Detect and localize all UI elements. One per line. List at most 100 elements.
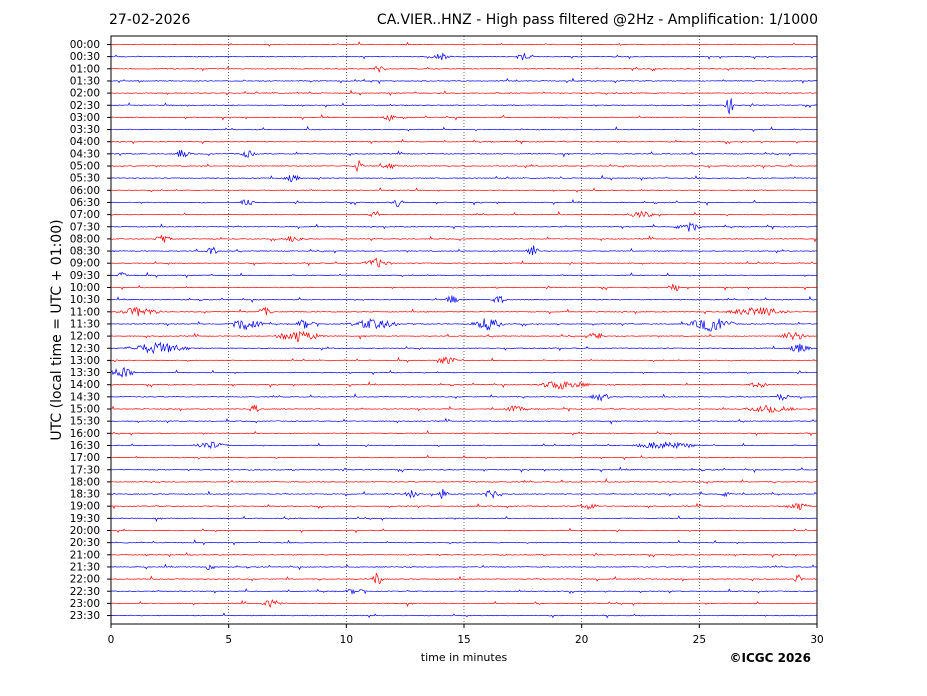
trace-22:30 bbox=[110, 588, 818, 595]
row-label: 20:30 bbox=[70, 537, 100, 549]
row-label: 06:00 bbox=[70, 185, 100, 197]
trace-11:30 bbox=[110, 318, 818, 332]
trace-18:00 bbox=[110, 478, 818, 484]
trace-21:30 bbox=[110, 563, 818, 571]
trace-06:30 bbox=[110, 199, 818, 207]
row-label: 16:30 bbox=[70, 440, 100, 452]
trace-00:00 bbox=[110, 41, 818, 47]
trace-03:30 bbox=[110, 125, 818, 133]
row-label: 11:00 bbox=[70, 306, 100, 318]
trace-10:30 bbox=[110, 295, 818, 304]
x-tick-label: 10 bbox=[340, 634, 353, 646]
trace-23:00 bbox=[110, 599, 818, 608]
row-label: 04:30 bbox=[70, 148, 100, 160]
row-label: 02:30 bbox=[70, 100, 100, 112]
row-label: 01:30 bbox=[70, 75, 100, 87]
row-label: 22:00 bbox=[70, 574, 100, 586]
row-label: 01:00 bbox=[70, 63, 100, 75]
trace-18:30 bbox=[110, 488, 818, 500]
trace-19:00 bbox=[110, 502, 818, 511]
trace-13:00 bbox=[110, 356, 818, 364]
row-label: 03:00 bbox=[70, 112, 100, 124]
row-label: 19:00 bbox=[70, 501, 100, 513]
row-label: 10:00 bbox=[70, 282, 100, 294]
row-label: 15:30 bbox=[70, 416, 100, 428]
trace-04:30 bbox=[110, 150, 818, 158]
row-label: 00:00 bbox=[70, 39, 100, 51]
row-label: 19:30 bbox=[70, 513, 100, 525]
trace-09:30 bbox=[110, 271, 818, 279]
row-label: 12:00 bbox=[70, 331, 100, 343]
row-label: 23:00 bbox=[70, 598, 100, 610]
row-label: 21:00 bbox=[70, 549, 100, 561]
copyright-notice: ©ICGC 2026 bbox=[729, 651, 811, 665]
trace-04:00 bbox=[110, 138, 818, 145]
trace-03:00 bbox=[110, 113, 818, 122]
trace-14:00 bbox=[110, 380, 818, 390]
trace-12:30 bbox=[110, 341, 818, 355]
trace-01:00 bbox=[110, 66, 818, 73]
x-tick-label: 25 bbox=[693, 634, 706, 646]
plot-title: CA.VIER..HNZ - High pass filtered @2Hz -… bbox=[376, 12, 818, 28]
trace-20:00 bbox=[110, 527, 818, 534]
row-label: 09:00 bbox=[70, 258, 100, 270]
row-label: 13:30 bbox=[70, 367, 100, 379]
trace-22:00 bbox=[110, 572, 817, 585]
trace-16:30 bbox=[110, 441, 818, 450]
row-label: 09:30 bbox=[70, 270, 100, 282]
row-label: 04:00 bbox=[70, 136, 100, 148]
trace-20:30 bbox=[110, 539, 818, 546]
row-label: 07:00 bbox=[70, 209, 100, 221]
x-tick-label: 20 bbox=[575, 634, 588, 646]
row-label: 12:30 bbox=[70, 343, 100, 355]
trace-08:30 bbox=[110, 245, 818, 256]
trace-07:00 bbox=[110, 210, 818, 218]
row-label: 13:00 bbox=[70, 355, 100, 367]
row-label: 16:00 bbox=[70, 428, 100, 440]
row-label: 17:00 bbox=[70, 452, 100, 464]
row-label: 15:00 bbox=[70, 404, 100, 416]
trace-17:30 bbox=[110, 466, 818, 474]
row-label: 05:30 bbox=[70, 173, 100, 185]
trace-23:30 bbox=[110, 612, 818, 619]
trace-00:30 bbox=[110, 52, 818, 61]
trace-07:30 bbox=[110, 221, 818, 232]
row-label: 02:00 bbox=[70, 88, 100, 100]
trace-19:30 bbox=[110, 515, 818, 522]
row-label: 10:30 bbox=[70, 294, 100, 306]
row-label: 20:00 bbox=[70, 525, 100, 537]
trace-12:00 bbox=[110, 330, 818, 342]
row-label: 08:00 bbox=[70, 233, 100, 245]
trace-08:00 bbox=[110, 234, 818, 243]
row-label: 22:30 bbox=[70, 586, 100, 598]
trace-15:30 bbox=[110, 417, 818, 425]
row-label: 03:30 bbox=[70, 124, 100, 136]
trace-16:00 bbox=[110, 430, 818, 437]
trace-05:00 bbox=[110, 159, 818, 173]
x-tick-label: 30 bbox=[810, 634, 823, 646]
x-axis-label: time in minutes bbox=[420, 651, 508, 664]
trace-17:00 bbox=[110, 454, 818, 461]
trace-13:30 bbox=[110, 366, 818, 378]
row-label: 08:30 bbox=[70, 246, 100, 258]
row-label: 18:00 bbox=[70, 476, 100, 488]
trace-11:00 bbox=[110, 306, 818, 317]
trace-02:00 bbox=[110, 89, 818, 96]
row-label: 07:30 bbox=[70, 221, 100, 233]
trace-14:30 bbox=[110, 393, 818, 402]
row-label: 14:00 bbox=[70, 379, 100, 391]
trace-02:30 bbox=[110, 98, 818, 115]
row-label: 14:30 bbox=[70, 391, 100, 403]
trace-05:30 bbox=[110, 174, 818, 183]
row-label: 17:30 bbox=[70, 464, 100, 476]
trace-21:00 bbox=[110, 552, 818, 558]
trace-09:00 bbox=[110, 257, 818, 268]
row-label: 23:30 bbox=[70, 610, 100, 622]
row-label: 18:30 bbox=[70, 489, 100, 501]
row-label: 00:30 bbox=[70, 51, 100, 63]
trace-15:00 bbox=[110, 404, 817, 413]
x-tick-label: 15 bbox=[457, 634, 470, 646]
trace-10:00 bbox=[110, 283, 818, 292]
x-tick-label: 0 bbox=[108, 634, 115, 646]
